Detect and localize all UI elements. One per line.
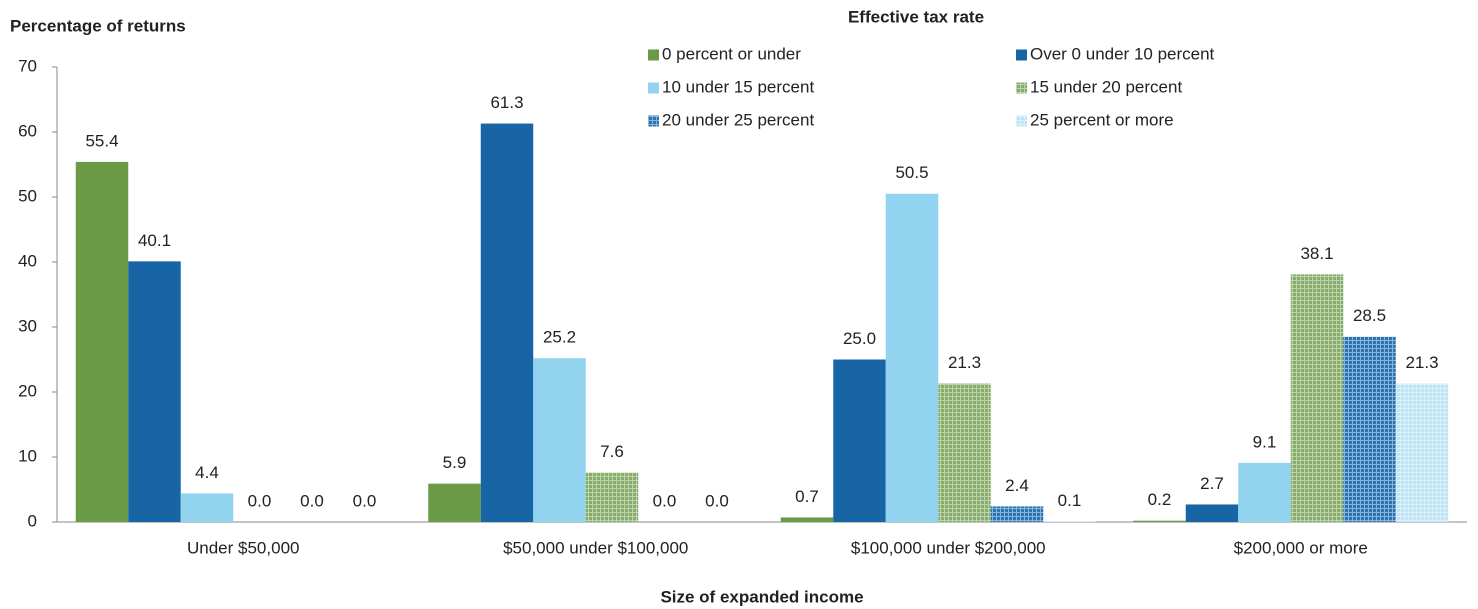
x-axis-title: Size of expanded income [660,587,863,606]
value-label: 2.4 [1005,476,1029,495]
value-label: 55.4 [85,131,118,150]
value-label: 5.9 [443,453,467,472]
bar [780,517,834,522]
y-tick-label: 0 [28,511,37,530]
bar [885,193,939,522]
legend-swatch [1016,49,1027,61]
bar [1185,504,1239,522]
x-tick-label: Under $50,000 [187,538,299,557]
bar [480,123,534,523]
x-tick-label: $100,000 under $200,000 [851,538,1046,557]
value-label: 2.7 [1200,474,1224,493]
legend-label: 25 percent or more [1030,110,1174,129]
value-label: 0.7 [795,487,819,506]
bar [128,261,181,522]
legend-label: 10 under 15 percent [662,77,814,96]
bar [1238,462,1291,522]
legend-label: Over 0 under 10 percent [1030,44,1215,63]
legend-title: Effective tax rate [848,7,984,26]
value-label: 0.2 [1148,490,1172,509]
x-tick-label: $50,000 under $100,000 [503,538,688,557]
value-label: 21.3 [948,353,981,372]
legend-swatch [1016,82,1027,94]
value-label: 0.0 [653,491,677,510]
bar [533,358,586,522]
y-tick-label: 30 [18,316,37,335]
y-tick-label: 10 [18,446,37,465]
value-label: 0.0 [705,491,729,510]
value-label: 0.0 [248,491,272,510]
y-tick-label: 50 [18,186,37,205]
bar [938,383,991,522]
y-tick-label: 70 [18,56,37,75]
value-label: 21.3 [1405,353,1438,372]
legend-label: 0 percent or under [662,44,801,63]
value-label: 50.5 [895,163,928,182]
bar [1395,383,1449,522]
bar [1043,521,1096,522]
value-label: 28.5 [1353,306,1386,325]
y-axis-title: Percentage of returns [10,16,186,35]
bar [1290,274,1344,522]
value-label: 38.1 [1300,244,1333,263]
bar [585,472,639,522]
value-label: 0.0 [300,491,324,510]
bar [1133,520,1186,522]
value-label: 40.1 [138,231,171,250]
legend-swatch [648,82,659,94]
y-tick-label: 20 [18,381,37,400]
value-label: 0.1 [1058,491,1082,510]
value-label: 4.4 [195,463,219,482]
x-tick-label: $200,000 or more [1234,538,1368,557]
bar [1343,336,1396,522]
value-label: 9.1 [1253,432,1277,451]
value-label: 61.3 [490,93,523,112]
bar [990,506,1044,522]
value-label: 0.0 [353,491,377,510]
value-label: 25.0 [843,329,876,348]
legend-swatch [648,49,659,61]
bar [180,493,234,522]
value-label: 25.2 [543,328,576,347]
legend-label: 15 under 20 percent [1030,77,1182,96]
bar [75,161,129,522]
value-label: 7.6 [600,442,624,461]
legend-swatch [1016,115,1027,127]
legend-swatch [648,115,659,127]
y-tick-label: 60 [18,121,37,140]
bar [833,359,886,522]
bar [428,483,481,522]
legend-label: 20 under 25 percent [662,110,814,129]
y-tick-label: 40 [18,251,37,270]
